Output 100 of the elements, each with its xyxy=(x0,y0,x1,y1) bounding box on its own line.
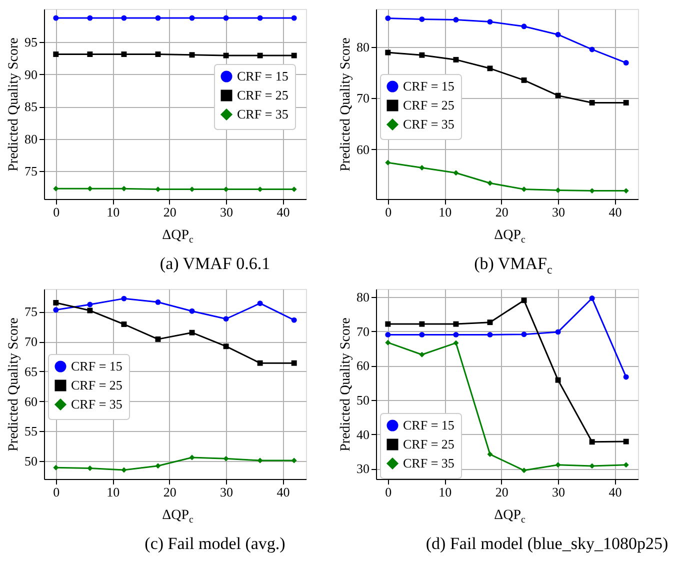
point xyxy=(623,462,629,468)
legend-label: CRF = 25 xyxy=(403,436,454,452)
point xyxy=(87,186,93,192)
y-tick-label: 95 xyxy=(24,34,38,50)
x-tick-label: 10 xyxy=(438,204,452,220)
x-tick-label: 10 xyxy=(438,484,452,500)
point xyxy=(53,300,59,306)
y-tick-label: 40 xyxy=(356,426,370,442)
point xyxy=(623,60,629,66)
point xyxy=(223,316,229,322)
legend-label: CRF = 35 xyxy=(403,456,454,470)
legend-label: CRF = 25 xyxy=(403,98,454,112)
point xyxy=(589,463,595,469)
point xyxy=(487,66,493,72)
y-axis-title: Predicted Quality Score xyxy=(338,38,354,172)
point xyxy=(589,439,595,445)
legend-label: CRF = 35 xyxy=(403,116,454,132)
point xyxy=(555,462,561,468)
point xyxy=(453,170,459,176)
point xyxy=(589,100,595,106)
point xyxy=(555,32,561,38)
point xyxy=(223,344,229,350)
y-tick-label: 60 xyxy=(24,394,38,409)
y-tick-label: 75 xyxy=(24,304,38,320)
x-tick-label: 30 xyxy=(552,484,566,500)
point xyxy=(121,467,127,473)
legend-label: CRF = 35 xyxy=(71,396,122,412)
point xyxy=(385,15,391,21)
y-tick-label: 75 xyxy=(24,164,38,179)
point xyxy=(53,464,59,470)
x-tick-label: 20 xyxy=(495,204,508,220)
x-tick-label: 20 xyxy=(163,484,176,500)
y-axis-title: Predicted Quality Score xyxy=(6,318,22,452)
point xyxy=(87,15,93,21)
y-tick-label: 85 xyxy=(24,99,38,114)
y-tick-label: 80 xyxy=(24,131,38,146)
point xyxy=(385,160,391,166)
point xyxy=(419,52,425,58)
point xyxy=(419,352,425,358)
point xyxy=(385,340,391,346)
y-tick-label: 80 xyxy=(356,289,370,304)
point xyxy=(487,332,493,338)
point xyxy=(87,52,93,57)
x-tick-label: 10 xyxy=(106,484,120,500)
point xyxy=(121,296,127,302)
point xyxy=(53,307,59,313)
point xyxy=(257,360,263,366)
y-tick-label: 65 xyxy=(24,364,38,379)
point xyxy=(155,336,161,342)
legend-label: CRF = 35 xyxy=(237,106,288,122)
y-tick-label: 90 xyxy=(24,66,38,82)
point xyxy=(121,322,127,327)
point xyxy=(487,19,493,25)
point xyxy=(121,186,127,192)
point xyxy=(521,24,527,30)
point xyxy=(487,180,493,186)
point xyxy=(189,454,195,460)
x-tick-label: 0 xyxy=(53,484,60,500)
point xyxy=(487,320,493,326)
point xyxy=(155,299,161,305)
legend-label: CRF = 25 xyxy=(237,88,288,102)
point xyxy=(257,52,263,58)
x-tick-label: 0 xyxy=(385,484,392,500)
y-tick-label: 80 xyxy=(356,39,370,54)
point xyxy=(385,321,391,327)
point xyxy=(87,302,93,308)
point xyxy=(223,52,229,58)
point xyxy=(521,77,527,83)
legend-label: CRF = 15 xyxy=(71,358,122,374)
point xyxy=(521,468,527,474)
y-tick-label: 70 xyxy=(356,90,370,106)
text: (d) Fail model (blue_sky_1080p25) xyxy=(426,534,668,553)
y-tick-label: 70 xyxy=(24,334,38,350)
point xyxy=(453,332,459,338)
point xyxy=(53,52,59,57)
x-tick-label: 20 xyxy=(163,204,176,220)
point xyxy=(155,15,161,21)
point xyxy=(521,298,527,304)
x-tick-label: 10 xyxy=(106,204,120,220)
point xyxy=(419,165,425,170)
point xyxy=(189,308,195,314)
point xyxy=(521,332,527,338)
x-tick-label: 30 xyxy=(220,484,234,500)
point xyxy=(419,321,425,327)
point xyxy=(555,377,561,383)
point xyxy=(291,360,297,366)
point xyxy=(419,332,425,338)
point xyxy=(555,188,561,194)
point xyxy=(453,56,459,62)
y-axis-title: Predicted Quality Score xyxy=(6,38,22,172)
legend-label: CRF = 15 xyxy=(237,68,288,84)
point xyxy=(291,15,297,21)
point xyxy=(223,456,229,462)
text: (a) VMAF 0.6.1 xyxy=(160,254,270,273)
y-tick-label: 60 xyxy=(356,142,370,157)
point xyxy=(53,186,59,192)
point xyxy=(87,466,93,471)
point xyxy=(121,15,127,21)
y-tick-label: 30 xyxy=(356,461,370,476)
point xyxy=(555,92,561,98)
